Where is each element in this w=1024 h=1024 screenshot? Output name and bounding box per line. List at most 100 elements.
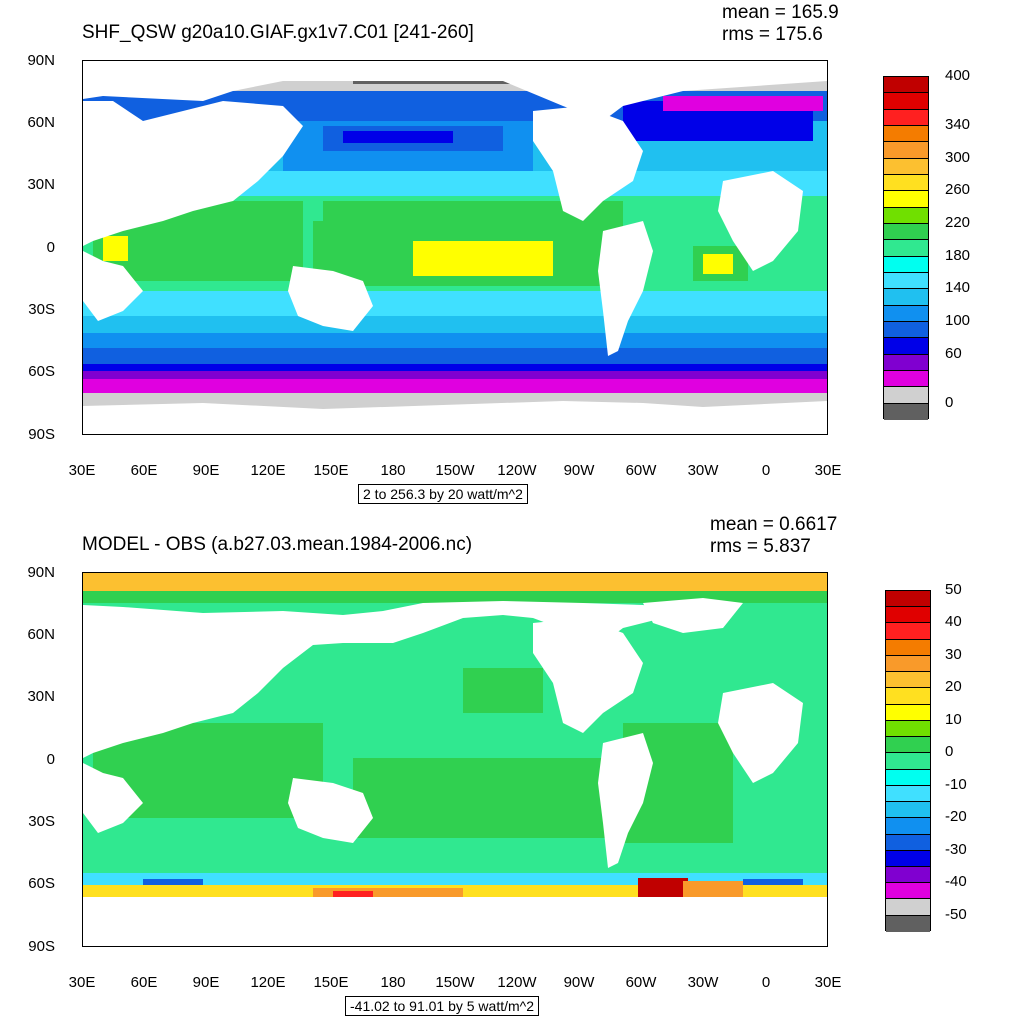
colorbar-swatch <box>886 769 930 786</box>
lat-label: 90N <box>27 52 55 69</box>
colorbar-label: -50 <box>945 905 967 923</box>
lat-label: 90S <box>28 426 55 443</box>
lat-label: 30S <box>28 301 55 318</box>
colorbar-swatch <box>884 77 928 94</box>
lon-label: 120E <box>250 462 286 479</box>
colorbar-label: -30 <box>945 840 967 858</box>
colorbar-swatch <box>884 142 928 159</box>
lon-label: 60E <box>130 974 158 991</box>
lat-label: 90N <box>27 564 55 581</box>
colorbar-swatch <box>886 737 930 754</box>
colorbar-swatch <box>884 289 928 306</box>
colorbar-label: 0 <box>945 743 954 761</box>
lon-label: 0 <box>761 974 771 991</box>
lon-label: 120W <box>497 462 537 479</box>
colorbar-swatch <box>884 272 928 290</box>
lon-label: 30W <box>687 974 719 991</box>
colorbar-swatch <box>884 93 928 110</box>
colorbar-swatch <box>886 850 930 867</box>
colorbar-label: 140 <box>945 279 971 297</box>
colorbar-label: 400 <box>945 67 971 84</box>
lon-label: 90E <box>192 462 220 479</box>
lon-label: 150W <box>435 974 475 991</box>
lon-label: 150E <box>313 974 349 991</box>
colorbar-label: 10 <box>945 710 962 728</box>
lon-label: 30E <box>814 974 842 991</box>
colorbar-swatch <box>884 174 928 192</box>
lon-label: 150W <box>435 462 475 479</box>
colorbar-swatch <box>884 223 928 241</box>
lat-label: 60N <box>27 626 55 643</box>
lon-label: 90W <box>563 462 595 479</box>
colorbar-swatch <box>886 866 930 884</box>
rms-value: rms = 5.837 <box>710 536 811 557</box>
colorbar-swatch <box>886 915 930 932</box>
colorbar-swatch <box>886 639 930 656</box>
lat-label: 30S <box>28 813 55 830</box>
colorbar-swatch <box>886 720 930 738</box>
colorbar-swatch <box>886 753 930 770</box>
colorbar-swatch <box>886 688 930 705</box>
lon-label: 30E <box>814 462 842 479</box>
colorbar-swatch <box>884 191 928 208</box>
lon-label: 150E <box>313 462 349 479</box>
mean-value: mean = 0.6617 <box>710 514 838 535</box>
colorbar-swatch <box>884 338 928 355</box>
colorbar-label: 180 <box>945 246 971 264</box>
contour-info-label: -41.02 to 91.01 by 5 watt/m^2 <box>345 996 540 1016</box>
colorbar-swatch <box>886 802 930 819</box>
lon-label: 60W <box>625 974 657 991</box>
colorbar-label: 0 <box>945 393 954 411</box>
colorbar-label: 300 <box>945 148 971 166</box>
colorbar-swatch <box>886 672 930 689</box>
colorbar-label: 260 <box>945 181 971 199</box>
lon-label: 60W <box>625 462 657 479</box>
colorbar-label: 220 <box>945 214 971 231</box>
colorbar-label: -20 <box>945 808 967 826</box>
lat-label: 0 <box>46 751 55 768</box>
lon-label: 120W <box>497 974 537 991</box>
lat-label: 60S <box>28 875 55 892</box>
lon-label: 30E <box>68 974 96 991</box>
colorbar-swatch <box>886 883 930 900</box>
map-plot <box>82 60 828 435</box>
lon-label: 90W <box>563 974 595 991</box>
panel-shf-qsw: SHF_QSW g20a10.GIAF.gx1v7.C01 [241-260] … <box>27 2 971 504</box>
colorbar-label: 20 <box>945 678 962 696</box>
colorbar-swatch <box>884 403 928 420</box>
colorbar-label: 50 <box>945 581 962 598</box>
colorbar-swatch <box>884 354 928 371</box>
colorbar-swatch <box>886 607 930 624</box>
lon-label: 120E <box>250 974 286 991</box>
lat-label: 90S <box>28 938 55 955</box>
colorbar-swatch <box>886 818 930 835</box>
lat-label: 60S <box>28 363 55 380</box>
colorbar-swatch <box>884 240 928 257</box>
colorbar-swatch <box>886 704 930 721</box>
colorbar-label: 100 <box>945 312 971 329</box>
lon-label: 0 <box>761 462 771 479</box>
colorbar <box>883 76 929 420</box>
lon-label: 60E <box>130 462 158 479</box>
colorbar-label: 30 <box>945 645 962 663</box>
colorbar-swatch <box>884 207 928 224</box>
colorbar-swatch <box>884 305 928 322</box>
colorbar-swatch <box>886 899 930 916</box>
colorbar-swatch <box>886 655 930 673</box>
lat-label: 60N <box>27 114 55 131</box>
panel-title: MODEL - OBS (a.b27.03.mean.1984-2006.nc) <box>82 534 473 555</box>
colorbar <box>885 590 931 932</box>
lat-label: 30N <box>27 688 55 705</box>
colorbar-swatch <box>886 623 930 640</box>
colorbar-swatch <box>886 591 930 608</box>
map-plot <box>82 572 828 947</box>
lat-label: 0 <box>46 239 55 256</box>
colorbar-swatch <box>884 125 928 143</box>
colorbar-swatch <box>884 158 928 175</box>
lon-label: 90E <box>192 974 220 991</box>
contour-info-label: 2 to 256.3 by 20 watt/m^2 <box>358 484 528 504</box>
colorbar-label: 60 <box>945 344 962 362</box>
colorbar-swatch <box>884 370 928 388</box>
colorbar-label: 40 <box>945 613 962 631</box>
colorbar-label: -40 <box>945 873 967 891</box>
